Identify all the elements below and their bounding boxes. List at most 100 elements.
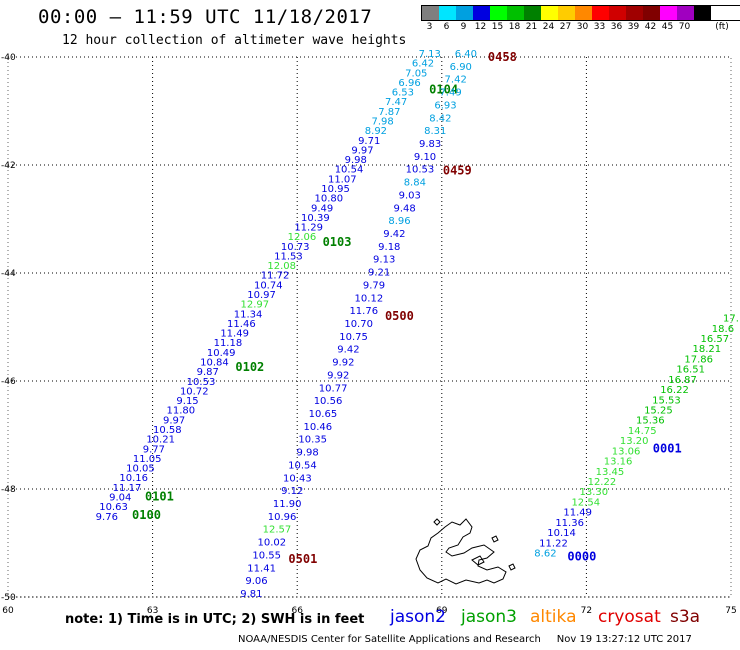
color-legend: 3 6 9 12 15 18 21 24 27 30 33 36 39 42 45 70 (ft)	[421, 5, 740, 33]
wave-height-label: 10.53	[187, 377, 216, 388]
wave-height-label: 16.51	[676, 365, 705, 376]
wave-height-label: 9.49	[311, 203, 333, 214]
legend-label: 36	[610, 22, 623, 32]
lat-label: -48	[1, 485, 16, 495]
legend-swatch	[439, 6, 456, 20]
wave-height-label: 13.16	[604, 457, 633, 468]
island-outline-small	[433, 518, 441, 526]
wave-height-label: 6.96	[398, 78, 420, 89]
wave-height-label: 10.14	[547, 528, 576, 539]
legend-unit: (ft)	[715, 22, 729, 32]
pass-time-label: 0103	[323, 235, 352, 249]
wave-height-label: 11.05	[133, 454, 162, 465]
wave-height-label: 9.83	[419, 139, 441, 150]
wave-height-label: 10.80	[315, 194, 344, 205]
legend-label: 9	[460, 22, 467, 32]
lon-label: 60	[2, 606, 14, 616]
wave-height-label: 9.92	[327, 370, 349, 381]
wave-height-label: 9.98	[345, 155, 367, 166]
wave-height-label: 7.47	[385, 97, 407, 108]
wave-height-label: 9.10	[414, 152, 436, 163]
wave-height-label: 7.87	[378, 107, 400, 118]
wave-height-label: 8.31	[424, 126, 446, 137]
pass-time-label: 0100	[132, 508, 161, 522]
legend-label: 30	[576, 22, 589, 32]
legend-label: 45	[661, 22, 674, 32]
wave-height-label: 17.86	[684, 354, 713, 365]
wave-height-label: 9.12	[281, 486, 303, 497]
legend-swatch	[473, 6, 490, 20]
lat-label: -44	[1, 269, 16, 279]
wave-height-label: 11.80	[166, 406, 195, 417]
wave-height-label: 9.87	[197, 367, 219, 378]
wave-height-label: 13.45	[596, 467, 625, 478]
pass-time-label: 0104	[429, 82, 458, 96]
wave-height-label: 15.36	[636, 416, 665, 427]
legend-label: 24	[542, 22, 555, 32]
wave-height-label: 10.54	[288, 460, 317, 471]
wave-height-label: 12.54	[571, 497, 600, 508]
wave-height-label: 10.97	[247, 290, 276, 301]
wave-height-label: 12.22	[588, 477, 617, 488]
legend-label: 42	[644, 22, 657, 32]
wave-height-label: 9.92	[332, 358, 354, 369]
wave-height-label: 11.36	[555, 518, 584, 529]
wave-height-label: 11.90	[273, 499, 302, 510]
pass-time-label: 0000	[567, 550, 596, 564]
wave-height-label: 11.49	[220, 329, 249, 340]
wave-height-label: 10.58	[153, 425, 182, 436]
island-coastline	[415, 518, 516, 585]
legend-swatch	[643, 6, 660, 20]
wave-height-label: 8.42	[429, 113, 451, 124]
legend-label: 33	[593, 22, 606, 32]
wave-height-label: 11.76	[349, 306, 378, 317]
legend-swatch	[626, 6, 643, 20]
wave-height-label: 17.	[723, 314, 739, 325]
wave-height-label: 9.15	[176, 396, 198, 407]
legend-swatch	[507, 6, 524, 20]
wave-height-label: 13.30	[580, 487, 609, 498]
wave-height-label: 11.22	[539, 538, 568, 549]
wave-height-label: 7.98	[372, 116, 394, 127]
wave-height-label: 18.21	[692, 344, 721, 355]
legend-swatch	[694, 6, 711, 20]
wave-height-label: 11.46	[227, 319, 256, 330]
wave-height-label: 10.21	[146, 435, 175, 446]
wave-height-label: 13.20	[620, 436, 649, 447]
wave-height-label: 7.49	[439, 88, 461, 99]
wave-height-label: 15.53	[652, 395, 681, 406]
lat-label: -42	[1, 161, 16, 171]
wave-height-label: 6.93	[434, 100, 456, 111]
legend-swatch	[575, 6, 592, 20]
wave-height-label: 10.43	[283, 473, 312, 484]
wave-height-label: 18.6	[712, 324, 734, 335]
legend-swatch	[592, 6, 609, 20]
satellite-label: s3a	[670, 607, 701, 627]
wave-height-label: 10.16	[119, 473, 148, 484]
wave-height-label: 8.62	[534, 549, 556, 560]
wave-height-label: 10.49	[207, 348, 236, 359]
pass-time-label: 0458	[488, 50, 517, 64]
lon-label: 66	[291, 606, 303, 616]
wave-height-label: 10.39	[301, 213, 330, 224]
legend-label: 15	[491, 22, 504, 32]
satellite-label: jason3	[461, 607, 517, 627]
wave-height-label: 11.17	[113, 483, 142, 494]
wave-height-label: 7.05	[405, 68, 427, 79]
graticule: 60 63 66 69 72 75 -40 -42 -44 -46 -48 -50	[1, 53, 737, 616]
satellite-label: jason2	[390, 607, 446, 627]
footer-credit: NOAA/NESDIS Center for Satellite Applica…	[238, 634, 692, 645]
wave-height-label: 11.72	[261, 271, 290, 282]
wave-height-label: 9.42	[383, 229, 405, 240]
legend-swatch	[490, 6, 507, 20]
pass-time-label: 0500	[385, 309, 414, 323]
wave-height-label: 10.46	[303, 422, 332, 433]
wave-height-label: 9.21	[368, 268, 390, 279]
wave-height-label: 6.42	[412, 59, 434, 70]
wave-height-label: 10.05	[126, 464, 155, 475]
wave-height-label: 12.08	[267, 261, 296, 272]
wave-height-label: 9.77	[143, 444, 165, 455]
legend-label: 12	[474, 22, 487, 32]
pass-time-label: 0459	[443, 163, 472, 177]
